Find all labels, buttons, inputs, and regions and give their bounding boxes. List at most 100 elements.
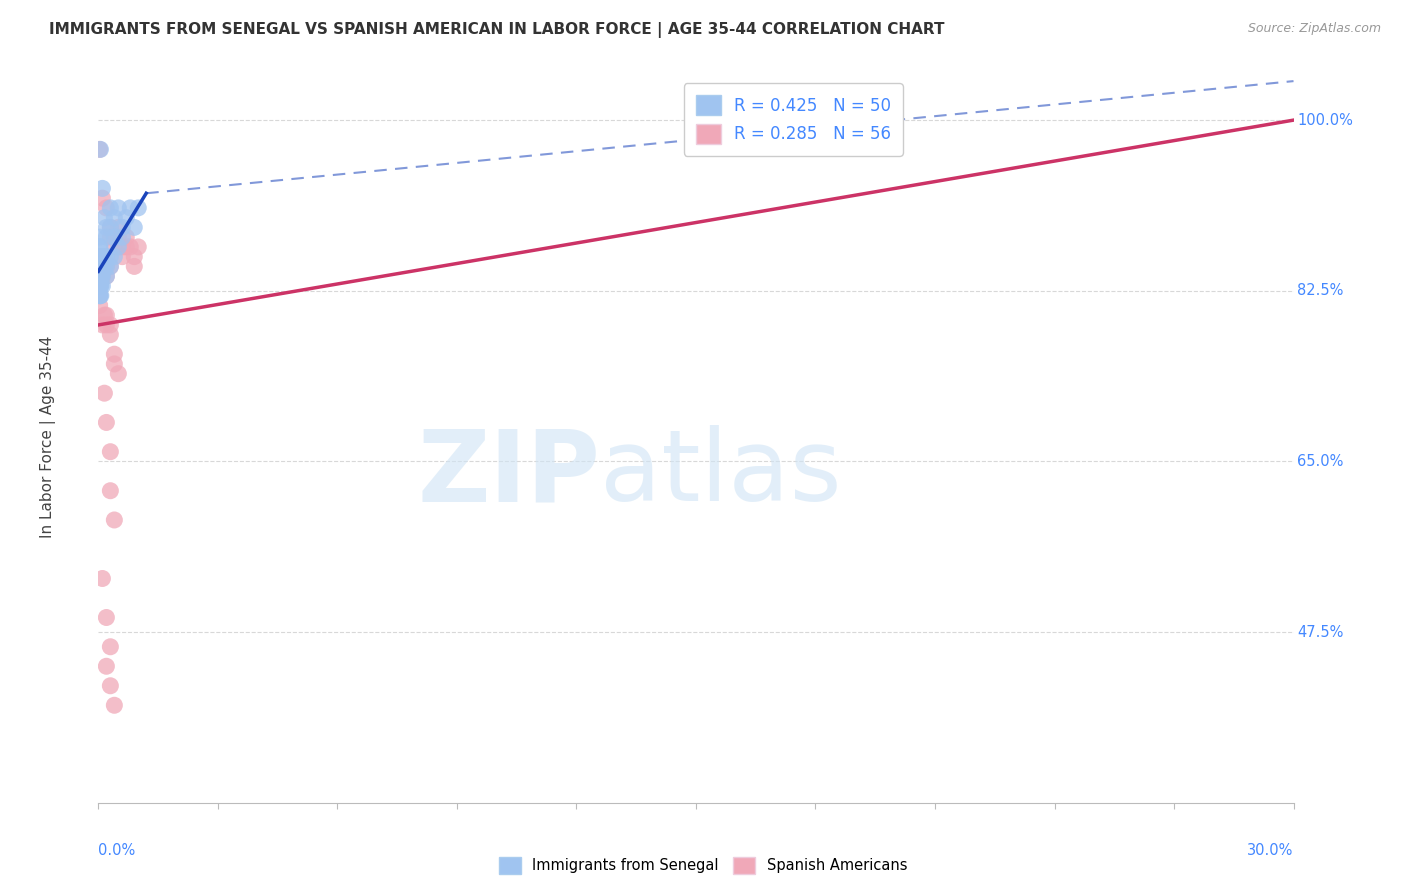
Point (103, 347, 125, 361)
Point (89, 260, 111, 274)
Point (89, 142, 111, 156)
Point (89, 288, 111, 302)
Point (90, 260, 112, 274)
Point (89, 240, 111, 254)
Point (98, 250, 122, 264)
Point (96, 269, 118, 284)
Point (96, 230, 118, 244)
Point (96, 308, 118, 322)
Point (91, 260, 114, 274)
Point (120, 201, 142, 215)
Point (91, 572, 114, 586)
Point (124, 250, 146, 264)
Point (93, 260, 115, 274)
Point (98, 220, 122, 235)
Point (124, 260, 146, 274)
Point (91, 191, 114, 205)
Point (89, 279, 111, 293)
Point (89, 279, 111, 293)
Point (96, 260, 118, 274)
Point (89, 288, 111, 302)
Point (89, 269, 111, 284)
Point (127, 201, 149, 215)
Point (98, 318, 122, 332)
Point (96, 416, 118, 430)
Point (115, 230, 138, 244)
Point (91, 260, 114, 274)
Point (98, 640, 122, 654)
Point (111, 230, 134, 244)
Point (115, 211, 138, 225)
Point (107, 367, 129, 381)
Point (103, 230, 125, 244)
Text: 30.0%: 30.0% (1247, 843, 1294, 858)
Point (89, 298, 111, 312)
Point (98, 220, 122, 235)
Point (103, 513, 125, 527)
Point (111, 240, 134, 254)
Text: Source: ZipAtlas.com: Source: ZipAtlas.com (1247, 22, 1381, 36)
Point (98, 260, 122, 274)
Legend: R = 0.425   N = 50, R = 0.285   N = 56: R = 0.425 N = 50, R = 0.285 N = 56 (685, 83, 903, 156)
Text: IMMIGRANTS FROM SENEGAL VS SPANISH AMERICAN IN LABOR FORCE | AGE 35-44 CORRELATI: IMMIGRANTS FROM SENEGAL VS SPANISH AMERI… (49, 22, 945, 38)
Point (89, 269, 111, 284)
Point (93, 386, 115, 401)
Text: In Labor Force | Age 35-44: In Labor Force | Age 35-44 (41, 336, 56, 538)
Point (98, 444, 122, 458)
Point (91, 318, 114, 332)
Point (103, 357, 125, 371)
Point (89, 260, 111, 274)
Point (93, 250, 115, 264)
Point (93, 308, 115, 322)
Point (103, 230, 125, 244)
Point (90, 269, 112, 284)
Point (89, 142, 111, 156)
Point (98, 679, 122, 693)
Point (107, 201, 129, 215)
Point (89, 260, 111, 274)
Text: ZIP: ZIP (418, 425, 600, 522)
Point (98, 260, 122, 274)
Point (96, 659, 118, 673)
Point (98, 327, 122, 342)
Text: 100.0%: 100.0% (1298, 112, 1353, 128)
Point (103, 240, 125, 254)
Point (93, 260, 115, 274)
Point (91, 269, 114, 284)
Point (91, 269, 114, 284)
Legend: Immigrants from Senegal, Spanish Americans: Immigrants from Senegal, Spanish America… (494, 851, 912, 880)
Point (89, 250, 111, 264)
Point (96, 318, 118, 332)
Point (93, 250, 115, 264)
Point (90, 288, 112, 302)
Point (89, 279, 111, 293)
Point (91, 279, 114, 293)
Point (89, 260, 111, 274)
Point (89, 260, 111, 274)
Point (93, 211, 115, 225)
Point (96, 220, 118, 235)
Point (90, 269, 112, 284)
Point (90, 260, 112, 274)
Point (89, 279, 111, 293)
Point (98, 483, 122, 498)
Point (90, 250, 112, 264)
Point (89, 288, 111, 302)
Point (103, 211, 125, 225)
Point (89, 250, 111, 264)
Point (89, 240, 111, 254)
Point (90, 260, 112, 274)
Text: atlas: atlas (600, 425, 842, 522)
Point (124, 220, 146, 235)
Point (98, 201, 122, 215)
Point (89, 269, 111, 284)
Point (89, 230, 111, 244)
Point (91, 181, 114, 195)
Point (96, 260, 118, 274)
Point (89, 250, 111, 264)
Point (107, 230, 129, 244)
Text: 0.0%: 0.0% (98, 843, 135, 858)
Point (103, 250, 125, 264)
Point (103, 698, 125, 713)
Point (89, 269, 111, 284)
